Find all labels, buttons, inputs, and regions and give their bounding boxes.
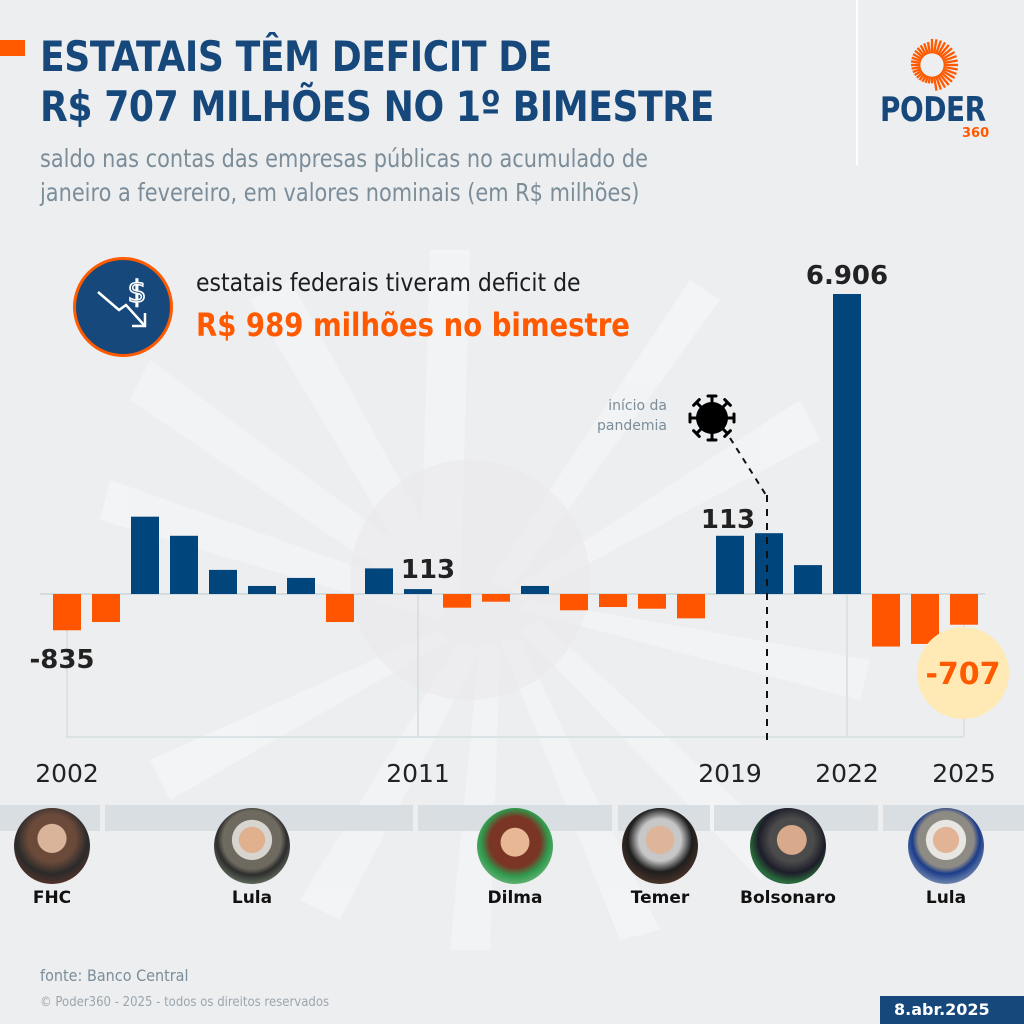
bar-2005 (170, 535, 198, 594)
president-name: Bolsonaro (740, 888, 836, 908)
logo-number: 360 (962, 126, 990, 141)
logo-divider (856, 0, 858, 165)
page-title: ESTATAIS TÊM DEFICIT DE R$ 707 MILHÕES N… (40, 32, 714, 132)
x-tick-label: 2025 (932, 759, 996, 788)
bar-2025 (950, 594, 978, 625)
bar-2007 (248, 585, 276, 594)
bar-2014 (521, 585, 549, 594)
subtitle: saldo nas contas das empresas públicas n… (40, 142, 648, 210)
avatar-lula-1 (214, 808, 290, 884)
bar-2009 (326, 594, 354, 623)
bar-2015 (560, 594, 588, 611)
bar-2012 (443, 594, 471, 608)
data-label: 6.906 (806, 261, 888, 291)
avatar-lula-2 (908, 808, 984, 884)
data-label: 113 (401, 555, 455, 585)
bar-2008 (287, 577, 315, 594)
bar-2024 (911, 594, 939, 644)
avatar-bolsonaro (750, 808, 826, 884)
date-badge: 8.abr.2025 (880, 996, 1024, 1024)
svg-text:$: $ (127, 275, 146, 310)
virus-icon (688, 394, 736, 442)
subtitle-line-1: saldo nas contas das empresas públicas n… (40, 144, 648, 173)
title-line-1: ESTATAIS TÊM DEFICIT DE (40, 32, 553, 81)
subtitle-line-2: janeiro a fevereiro, em valores nominais… (40, 178, 640, 207)
callout-badge: $ (73, 257, 173, 357)
accent-square (0, 40, 25, 56)
x-tick-label: 2022 (815, 759, 879, 788)
source-note: fonte: Banco Central (40, 966, 189, 985)
copyright-note: © Poder360 - 2025 - todos os direitos re… (40, 995, 330, 1010)
bar-2011 (404, 589, 432, 594)
x-tick-label: 2011 (386, 759, 450, 788)
sun-logo-icon (910, 38, 959, 91)
highlight-circle (917, 627, 1009, 719)
annotation-line-2: pandemia (597, 418, 667, 434)
data-label: -835 (29, 645, 94, 675)
bar-2004 (131, 516, 159, 594)
callout-text: estatais federais tiveram deficit de (196, 268, 581, 297)
logo-wordmark: PODER (880, 90, 986, 130)
bar-2006 (209, 569, 237, 594)
data-label: -707 (925, 657, 1000, 692)
bar-2010 (365, 568, 393, 594)
annotation-line-1: início da (608, 398, 667, 414)
data-label: 113 (701, 505, 755, 535)
money-down-trend-icon: $ (97, 274, 147, 328)
annotation-leader-line (729, 437, 767, 496)
bar-2023 (872, 594, 900, 647)
title-line-2: R$ 707 MILHÕES NO 1º BIMESTRE (40, 82, 714, 131)
avatar-fhc (14, 808, 90, 884)
bar-2003 (92, 594, 120, 623)
callout-highlight: R$ 989 milhões no bimestre (196, 306, 630, 344)
bar-2002 (53, 594, 81, 631)
bar-2019 (716, 535, 744, 594)
bar-2021 (794, 565, 822, 594)
bar-2016 (599, 594, 627, 608)
president-name: Dilma (487, 888, 543, 908)
president-name: Lula (231, 888, 273, 908)
x-tick-label: 2002 (35, 759, 99, 788)
president-name: Lula (925, 888, 967, 908)
avatar-dilma (477, 808, 553, 884)
bar-2013 (482, 594, 510, 602)
president-name: Temer (630, 888, 690, 908)
bar-2018 (677, 594, 705, 619)
bar-2017 (638, 594, 666, 609)
bar-chart: -835 113 113 6.906 -707 2002 2011 2019 2022 2025… (29, 261, 1009, 788)
bar-2022 (833, 294, 861, 594)
avatar-temer (622, 808, 698, 884)
x-tick-label: 2019 (698, 759, 762, 788)
president-name: FHC (32, 888, 72, 908)
bar-2020 (755, 533, 783, 594)
